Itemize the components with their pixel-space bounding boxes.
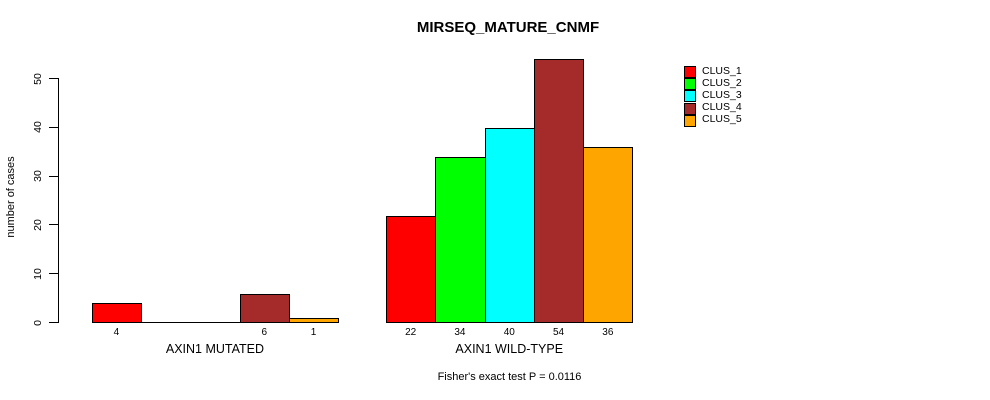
- bar-value-label: 40: [503, 327, 515, 338]
- bar-clus-5-axin1-wild-type: [583, 147, 634, 323]
- bar-clus-3-axin1-mutated: [190, 322, 241, 323]
- legend-label-clus-5: CLUS_5: [702, 113, 742, 126]
- legend-label-clus-1: CLUS_1: [702, 64, 742, 77]
- y-tick-label-40: 40: [32, 121, 44, 134]
- bar-value-label: 54: [552, 327, 565, 338]
- bar-value-label: 4: [113, 327, 120, 338]
- legend-swatch-clus-1: [684, 66, 696, 78]
- y-axis-line: [58, 78, 59, 323]
- y-tick-label-0: 0: [32, 319, 44, 326]
- legend-swatch-clus-2: [684, 78, 696, 91]
- bar-clus-3-axin1-wild-type: [484, 127, 535, 323]
- legend-swatch-clus-4: [684, 102, 696, 115]
- y-tick-label-30: 30: [32, 170, 44, 182]
- bar-value-label: 22: [405, 327, 417, 338]
- y-tick-10: [49, 273, 58, 275]
- bar-clus-4-axin1-wild-type: [533, 59, 585, 323]
- legend-label-clus-2: CLUS_2: [702, 76, 742, 89]
- legend-label-clus-3: CLUS_3: [702, 88, 742, 101]
- footnote-pvalue: Fisher's exact test P = 0.0116: [437, 371, 582, 383]
- bar-clus-5-axin1-mutated: [288, 318, 340, 323]
- y-tick-40: [49, 126, 58, 128]
- y-tick-label-20: 20: [32, 219, 44, 231]
- y-axis-label: number of cases: [5, 156, 17, 238]
- bar-value-label: 36: [602, 327, 614, 338]
- bar-value-label: 1: [310, 327, 317, 338]
- y-tick-label-10: 10: [32, 267, 44, 280]
- x-group-label-axin1-wild-type: AXIN1 WILD-TYPE: [455, 342, 564, 356]
- y-tick-30: [49, 175, 58, 177]
- chart-title: MIRSEQ_MATURE_CNMF: [416, 19, 600, 36]
- y-tick-0: [49, 322, 58, 323]
- bar-value-label: 34: [454, 327, 466, 338]
- y-tick-20: [49, 224, 58, 226]
- bar-value-label: 6: [261, 327, 268, 338]
- legend-swatch-clus-3: [684, 90, 696, 103]
- bar-clus-2-axin1-mutated: [141, 322, 192, 323]
- bar-clus-1-axin1-mutated: [91, 303, 142, 323]
- bar-clus-4-axin1-mutated: [239, 293, 290, 323]
- y-tick-label-50: 50: [32, 72, 44, 85]
- x-group-label-axin1-mutated: AXIN1 MUTATED: [165, 342, 265, 356]
- bar-clus-1-axin1-wild-type: [386, 215, 437, 323]
- legend-swatch-clus-5: [684, 114, 696, 127]
- y-tick-50: [49, 78, 58, 79]
- bar-clus-2-axin1-wild-type: [435, 157, 486, 323]
- legend-label-clus-4: CLUS_4: [702, 101, 742, 114]
